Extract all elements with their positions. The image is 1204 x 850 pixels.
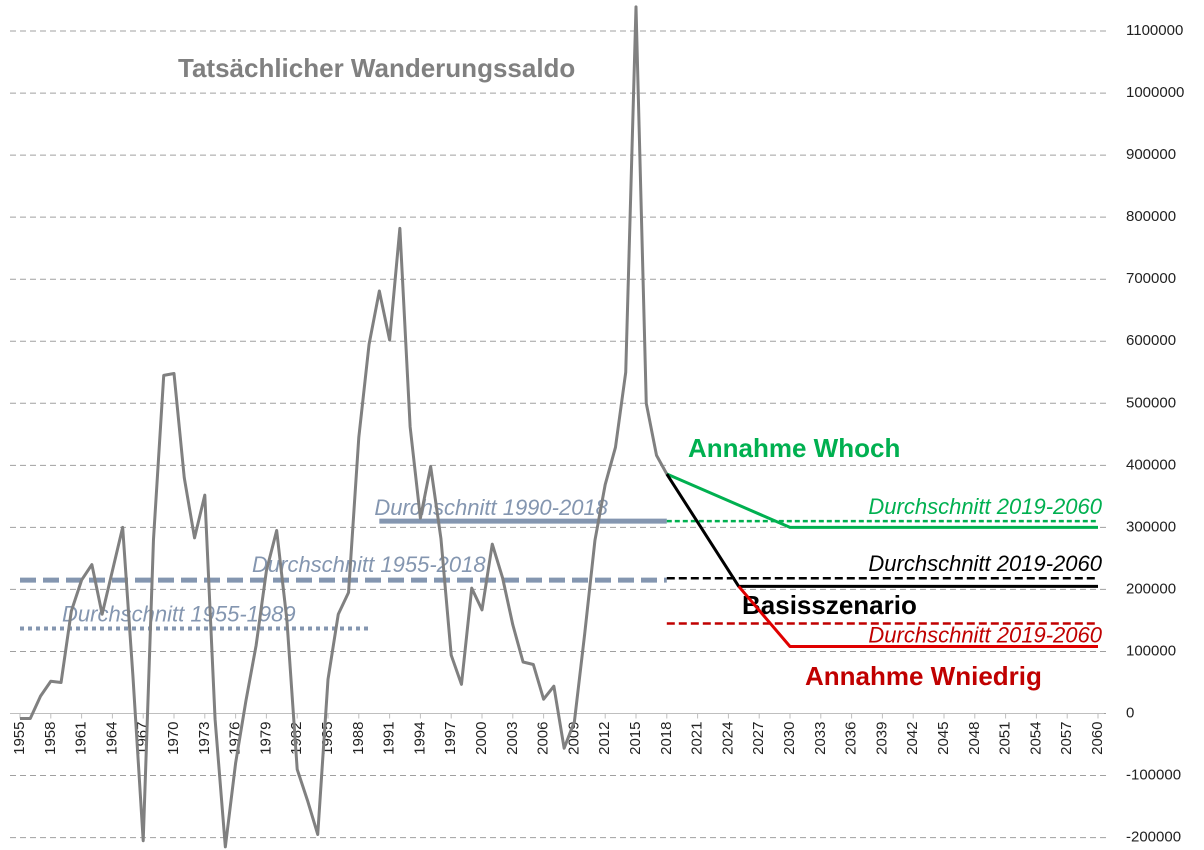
x-tick-label: 1988: [350, 722, 367, 755]
x-tick-label: 2018: [658, 722, 675, 755]
x-tick-label: 1955: [11, 722, 28, 755]
x-tick-label: 2051: [997, 722, 1014, 755]
x-tick-label: 1994: [411, 722, 428, 755]
y-tick-label: 900000: [1126, 146, 1176, 163]
x-tick-label: 1991: [381, 722, 398, 755]
x-tick-label: 1973: [196, 722, 213, 755]
x-tick-label: 2012: [596, 722, 613, 755]
series-label: Tatsächlicher Wanderungssaldo: [178, 53, 575, 83]
y-tick-label: 1000000: [1126, 84, 1184, 101]
reference-label: Durchschnitt 2019-2060: [868, 551, 1102, 576]
y-tick-label: 100000: [1126, 642, 1176, 659]
x-tick-label: 2006: [535, 722, 552, 755]
x-tick-label: 2015: [627, 722, 644, 755]
x-tick-label: 2054: [1027, 722, 1044, 755]
x-tick-label: 2003: [504, 722, 521, 755]
reference-label: Durchschnitt 1990-2018: [374, 495, 608, 520]
x-tick-label: 2036: [843, 722, 860, 755]
x-tick-label: 1961: [73, 722, 90, 755]
x-tick-label: 2048: [966, 722, 983, 755]
y-tick-label: 1100000: [1126, 22, 1183, 39]
y-tick-label: 500000: [1126, 394, 1176, 411]
reference-label: Durchschnitt 2019-2060: [868, 622, 1102, 647]
x-tick-label: 1985: [319, 722, 336, 755]
x-tick-label: 1964: [103, 722, 120, 755]
y-tick-label: -200000: [1126, 829, 1181, 846]
series-label: Basisszenario: [742, 590, 917, 620]
y-tick-label: 700000: [1126, 270, 1176, 287]
y-tick-label: 200000: [1126, 580, 1176, 597]
y-tick-label: 300000: [1126, 518, 1176, 535]
x-tick-label: 2021: [689, 722, 706, 755]
x-tick-label: 2030: [781, 722, 798, 755]
x-tick-label: 1958: [42, 722, 59, 755]
series-line: [20, 5, 669, 849]
y-tick-label: 0: [1126, 704, 1134, 721]
x-tick-label: 2000: [473, 722, 490, 755]
y-tick-label: 600000: [1126, 332, 1176, 349]
x-tick-label: 1982: [288, 722, 305, 755]
x-tick-label: 1970: [165, 722, 182, 755]
x-tick-label: 1979: [257, 722, 274, 755]
y-tick-label: -100000: [1126, 767, 1181, 784]
y-tick-label: 800000: [1126, 208, 1176, 225]
x-tick-label: 2060: [1089, 722, 1106, 755]
series-line: [737, 585, 1098, 648]
y-tick-label: 400000: [1126, 456, 1176, 473]
reference-label: Durchschnitt 1955-2018: [252, 552, 486, 577]
x-tick-label: 2033: [812, 722, 829, 755]
x-tick-label: 1997: [442, 722, 459, 755]
reference-label: Durchschnitt 2019-2060: [868, 494, 1102, 519]
x-tick-label: 2039: [873, 722, 890, 755]
series-label: Annahme Whoch: [688, 433, 900, 463]
x-tick-label: 2042: [904, 722, 921, 755]
x-tick-label: 2027: [750, 722, 767, 755]
x-tick-label: 2024: [719, 722, 736, 755]
series-label: Annahme Wniedrig: [805, 661, 1042, 691]
series-line: [666, 472, 1098, 529]
x-tick-label: 2057: [1058, 722, 1075, 755]
x-tick-label: 2045: [935, 722, 952, 755]
